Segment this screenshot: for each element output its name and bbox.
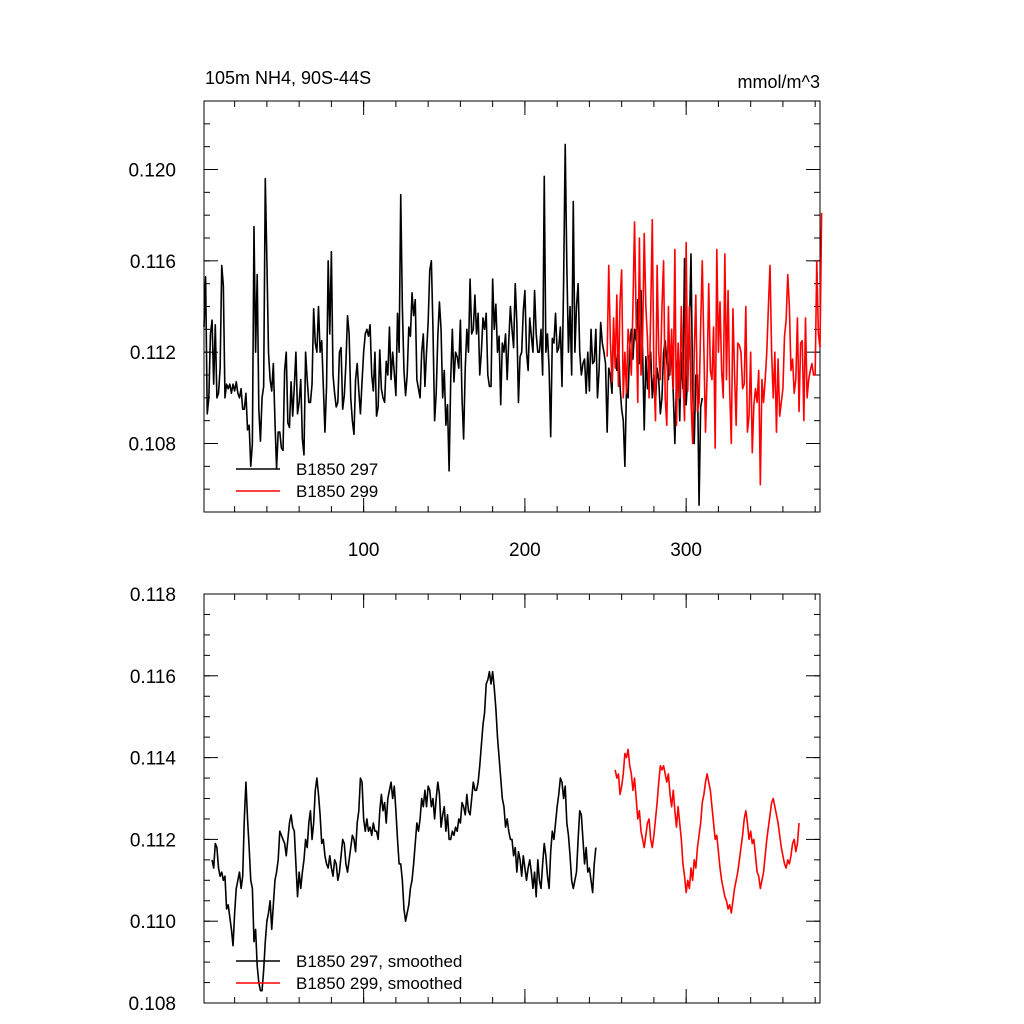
legend-label-b1850-297-smoothed: B1850 297, smoothed <box>296 952 462 971</box>
top-title-right: mmol/m^3 <box>738 72 820 92</box>
top-x-tick-label: 200 <box>509 540 541 561</box>
bottom-series-line-0 <box>211 670 597 992</box>
top-x-tick-label: 300 <box>670 540 702 561</box>
bottom-y-tick-label: 0.118 <box>130 585 176 606</box>
top-y-tick-label: 0.108 <box>128 435 176 456</box>
top-y-tick-label: 0.112 <box>130 343 176 364</box>
bottom-panel: 0.108 0.110 0.112 0.114 0.116 0.118 B1850 297… <box>128 585 821 1015</box>
top-series-group <box>203 143 823 506</box>
top-y-tick-label: 0.120 <box>128 161 176 182</box>
bottom-y-tick-label: 0.108 <box>128 994 176 1015</box>
top-y-tick-label: 0.116 <box>130 252 176 273</box>
top-title-left: 105m NH4, 90S-44S <box>205 68 371 88</box>
bottom-y-tick-label: 0.116 <box>130 667 176 688</box>
top-series-line-1 <box>606 212 823 486</box>
legend-label-b1850-299-smoothed: B1850 299, smoothed <box>296 974 462 993</box>
bottom-y-tick-label: 0.110 <box>130 912 176 933</box>
legend-label-b1850-299: B1850 299 <box>296 482 378 501</box>
bottom-series-line-1 <box>614 748 800 914</box>
bottom-plot-frame <box>203 593 821 1004</box>
top-panel: 105m NH4, 90S-44S mmol/m^3 0.1080.1120.1… <box>128 68 823 561</box>
top-axes: 0.108 0.112 0.116 0.120 100 200 300 <box>128 100 821 561</box>
bottom-series-group <box>211 670 800 992</box>
top-x-tick-label: 100 <box>348 540 380 561</box>
bottom-y-tick-label: 0.112 <box>130 830 176 851</box>
bottom-axes: 0.108 0.110 0.112 0.114 0.116 0.118 <box>128 585 821 1015</box>
legend-label-b1850-297: B1850 297 <box>296 460 378 479</box>
bottom-legend: B1850 297, smoothed B1850 299, smoothed <box>236 952 462 993</box>
top-legend: B1850 297 B1850 299 <box>236 460 378 501</box>
bottom-y-tick-label: 0.114 <box>130 749 177 770</box>
top-series-line-0 <box>203 143 704 506</box>
